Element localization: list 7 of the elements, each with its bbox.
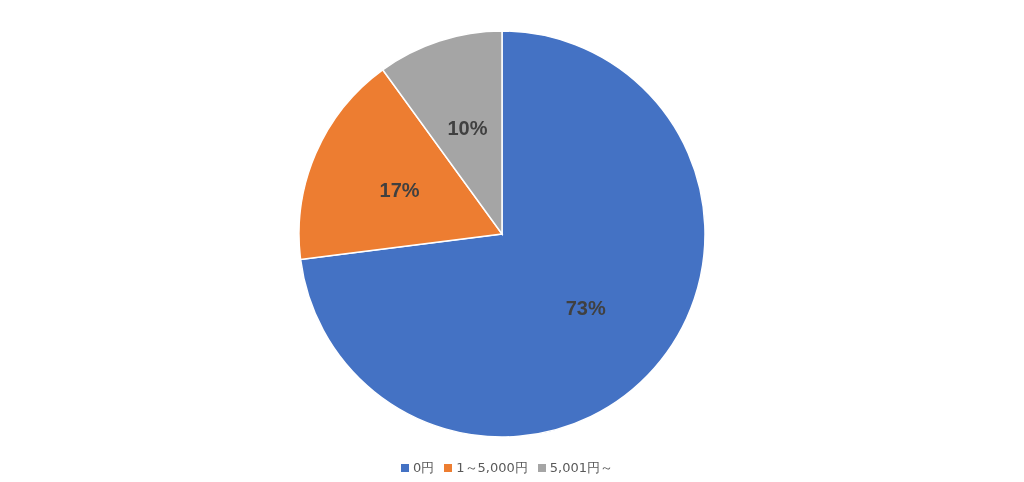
data-label: 73%: [565, 296, 606, 319]
pie-slice: [299, 30, 706, 438]
data-label: 10%: [447, 116, 488, 139]
legend-label: 0円: [413, 460, 435, 475]
data-label: 17%: [379, 178, 420, 201]
legend-label: 5,001円～: [549, 460, 613, 475]
legend-label: 1～5,000円: [456, 460, 528, 475]
